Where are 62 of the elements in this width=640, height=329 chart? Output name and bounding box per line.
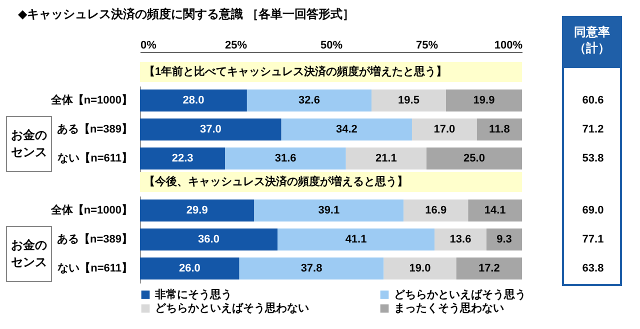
legend-label: まったくそう思わない <box>394 302 504 314</box>
data-label: 26.0 <box>178 262 200 274</box>
x-tick-label: 100% <box>494 40 523 52</box>
data-label: 37.8 <box>300 262 322 274</box>
bar <box>239 257 384 280</box>
bar <box>140 199 254 222</box>
data-label: 19.5 <box>398 94 420 106</box>
text: お金のセンス <box>6 116 52 172</box>
data-label: 25.0 <box>464 152 485 164</box>
bar <box>140 257 240 280</box>
data-label: 19.0 <box>409 262 431 274</box>
data-label: 29.9 <box>186 204 208 216</box>
chart-subtitle: 【1年前と比べてキャッシュレス決済の頻度が増えたと思う】 <box>140 62 522 82</box>
bar <box>384 257 456 280</box>
y-tick-label: 全体【n=1000】 <box>50 204 132 216</box>
data-label: 34.2 <box>336 124 358 136</box>
data-label: 9.3 <box>496 234 512 246</box>
data-label: 21.1 <box>375 152 397 164</box>
data-label: 41.1 <box>345 234 367 246</box>
y-tick-label: ある【n=389】 <box>57 232 132 246</box>
bar <box>404 199 468 222</box>
data-label: 11.8 <box>489 124 510 136</box>
data-label: 32.6 <box>298 94 320 106</box>
legend-label: どちらかといえばそう思う <box>394 288 526 301</box>
bar <box>278 228 435 251</box>
data-label: 36.0 <box>198 234 220 246</box>
x-tick-label: 75% <box>416 40 438 52</box>
data-label: 22.3 <box>172 152 194 164</box>
x-tick-label: 0% <box>140 40 157 52</box>
y-tick-label: ない【n=611】 <box>58 262 132 274</box>
bar <box>456 257 522 280</box>
legend-label: 非常にそう思う <box>154 288 232 301</box>
legend-label: どちらかといえばそう思わない <box>155 302 309 314</box>
data-label: 28.0 <box>182 94 204 106</box>
bar <box>254 199 404 222</box>
data-label: 16.9 <box>425 204 447 216</box>
text: 71.2 <box>582 124 604 136</box>
text: 60.6 <box>582 94 604 106</box>
data-label: 31.6 <box>274 152 296 164</box>
y-tick-label: ない【n=611】 <box>58 152 132 164</box>
bar <box>434 228 486 251</box>
data-label: 37.0 <box>200 124 222 136</box>
text: 53.8 <box>582 152 604 164</box>
text: お金のセンス <box>6 226 52 282</box>
x-tick-label: 25% <box>224 40 248 52</box>
bar <box>468 199 522 222</box>
text: 77.1 <box>582 234 604 246</box>
data-label: 17.0 <box>434 124 456 136</box>
y-tick-label: ある【n=389】 <box>57 122 132 136</box>
data-label: 14.1 <box>484 204 506 216</box>
x-tick-label: 50% <box>320 40 343 52</box>
data-label: 13.6 <box>450 234 472 246</box>
bar <box>140 228 278 251</box>
chart-title: ◆キャッシュレス決済の頻度に関する意識 ［各単一回答形式］ <box>18 6 355 23</box>
data-label: 17.2 <box>478 262 500 274</box>
bar <box>486 228 522 251</box>
data-label: 39.1 <box>318 204 340 216</box>
chart-subtitle: 【今後、キャッシュレス決済の頻度が増えると思う】 <box>140 172 522 192</box>
data-label: 19.9 <box>473 94 495 106</box>
text: 69.0 <box>582 204 604 216</box>
text: 63.8 <box>582 262 604 274</box>
y-tick-label: 全体【n=1000】 <box>50 94 132 106</box>
